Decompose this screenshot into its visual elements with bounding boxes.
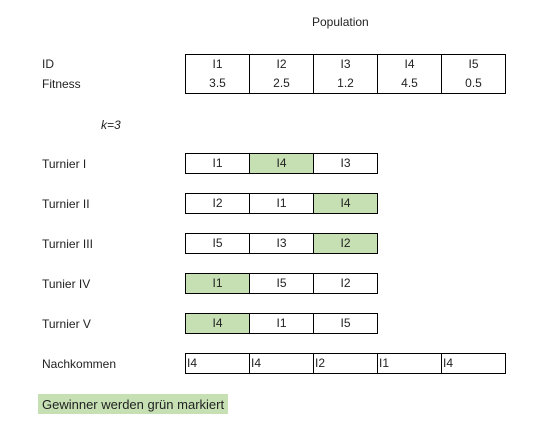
population-id-cell: I1 (186, 55, 250, 75)
tournament-member-cell: I1 (186, 154, 250, 174)
population-fitness-cell: 2.5 (250, 74, 314, 94)
tournament-member-cell: I1 (250, 194, 314, 214)
population-id-cell: I2 (250, 55, 314, 75)
population-fitness-cell: 0.5 (442, 74, 506, 94)
tournament-label: Tunier IV (42, 277, 91, 291)
population-id-cell: I5 (442, 55, 506, 75)
offspring-label: Nachkommen (42, 357, 117, 371)
offspring-cell: I4 (186, 354, 250, 374)
tournament-member-cell: I5 (250, 274, 314, 294)
fitness-row-label: Fitness (42, 77, 81, 91)
tournament-member-cell: I4 (314, 194, 378, 214)
offspring-cell: I4 (250, 354, 314, 374)
tournament-row: I5 I3 I2 (185, 233, 378, 254)
tournament-label: Turnier V (42, 317, 91, 331)
tournament-row: I1 I4 I3 (185, 153, 378, 174)
tournament-member-cell: I2 (186, 194, 250, 214)
population-fitness-row: 3.5 2.5 1.2 4.5 0.5 (185, 74, 506, 94)
tournament-label: Turnier I (42, 157, 87, 171)
population-fitness-cell: 1.2 (314, 74, 378, 94)
offspring-cell: I4 (442, 354, 506, 374)
tournament-member-cell: I1 (250, 314, 314, 334)
tournament-member-cell: I4 (250, 154, 314, 174)
tournament-member-cell: I5 (314, 314, 378, 334)
tournament-row: I1 I5 I2 (185, 273, 378, 294)
tournament-label: Turnier II (42, 197, 90, 211)
id-row-label: ID (42, 57, 54, 71)
population-fitness-cell: 3.5 (186, 74, 250, 94)
population-fitness-cell: 4.5 (378, 74, 442, 94)
tournament-member-cell: I4 (186, 314, 250, 334)
offspring-row: I4 I4 I2 I1 I4 (185, 353, 506, 374)
tournament-label: Turnier III (42, 237, 93, 251)
tournament-member-cell: I2 (314, 274, 378, 294)
k-parameter-label: k=3 (101, 118, 121, 132)
population-id-cell: I3 (314, 55, 378, 75)
tournament-row: I2 I1 I4 (185, 193, 378, 214)
offspring-cell: I2 (314, 354, 378, 374)
tournament-member-cell: I1 (186, 274, 250, 294)
population-id-row: I1 I2 I3 I4 I5 (185, 54, 506, 75)
population-title: Population (312, 15, 369, 29)
tournament-member-cell: I2 (314, 234, 378, 254)
tournament-member-cell: I3 (250, 234, 314, 254)
tournament-member-cell: I5 (186, 234, 250, 254)
tournament-member-cell: I3 (314, 154, 378, 174)
offspring-cell: I1 (378, 354, 442, 374)
winner-legend: Gewinner werden grün markiert (38, 394, 229, 414)
tournament-row: I4 I1 I5 (185, 313, 378, 334)
population-id-cell: I4 (378, 55, 442, 75)
